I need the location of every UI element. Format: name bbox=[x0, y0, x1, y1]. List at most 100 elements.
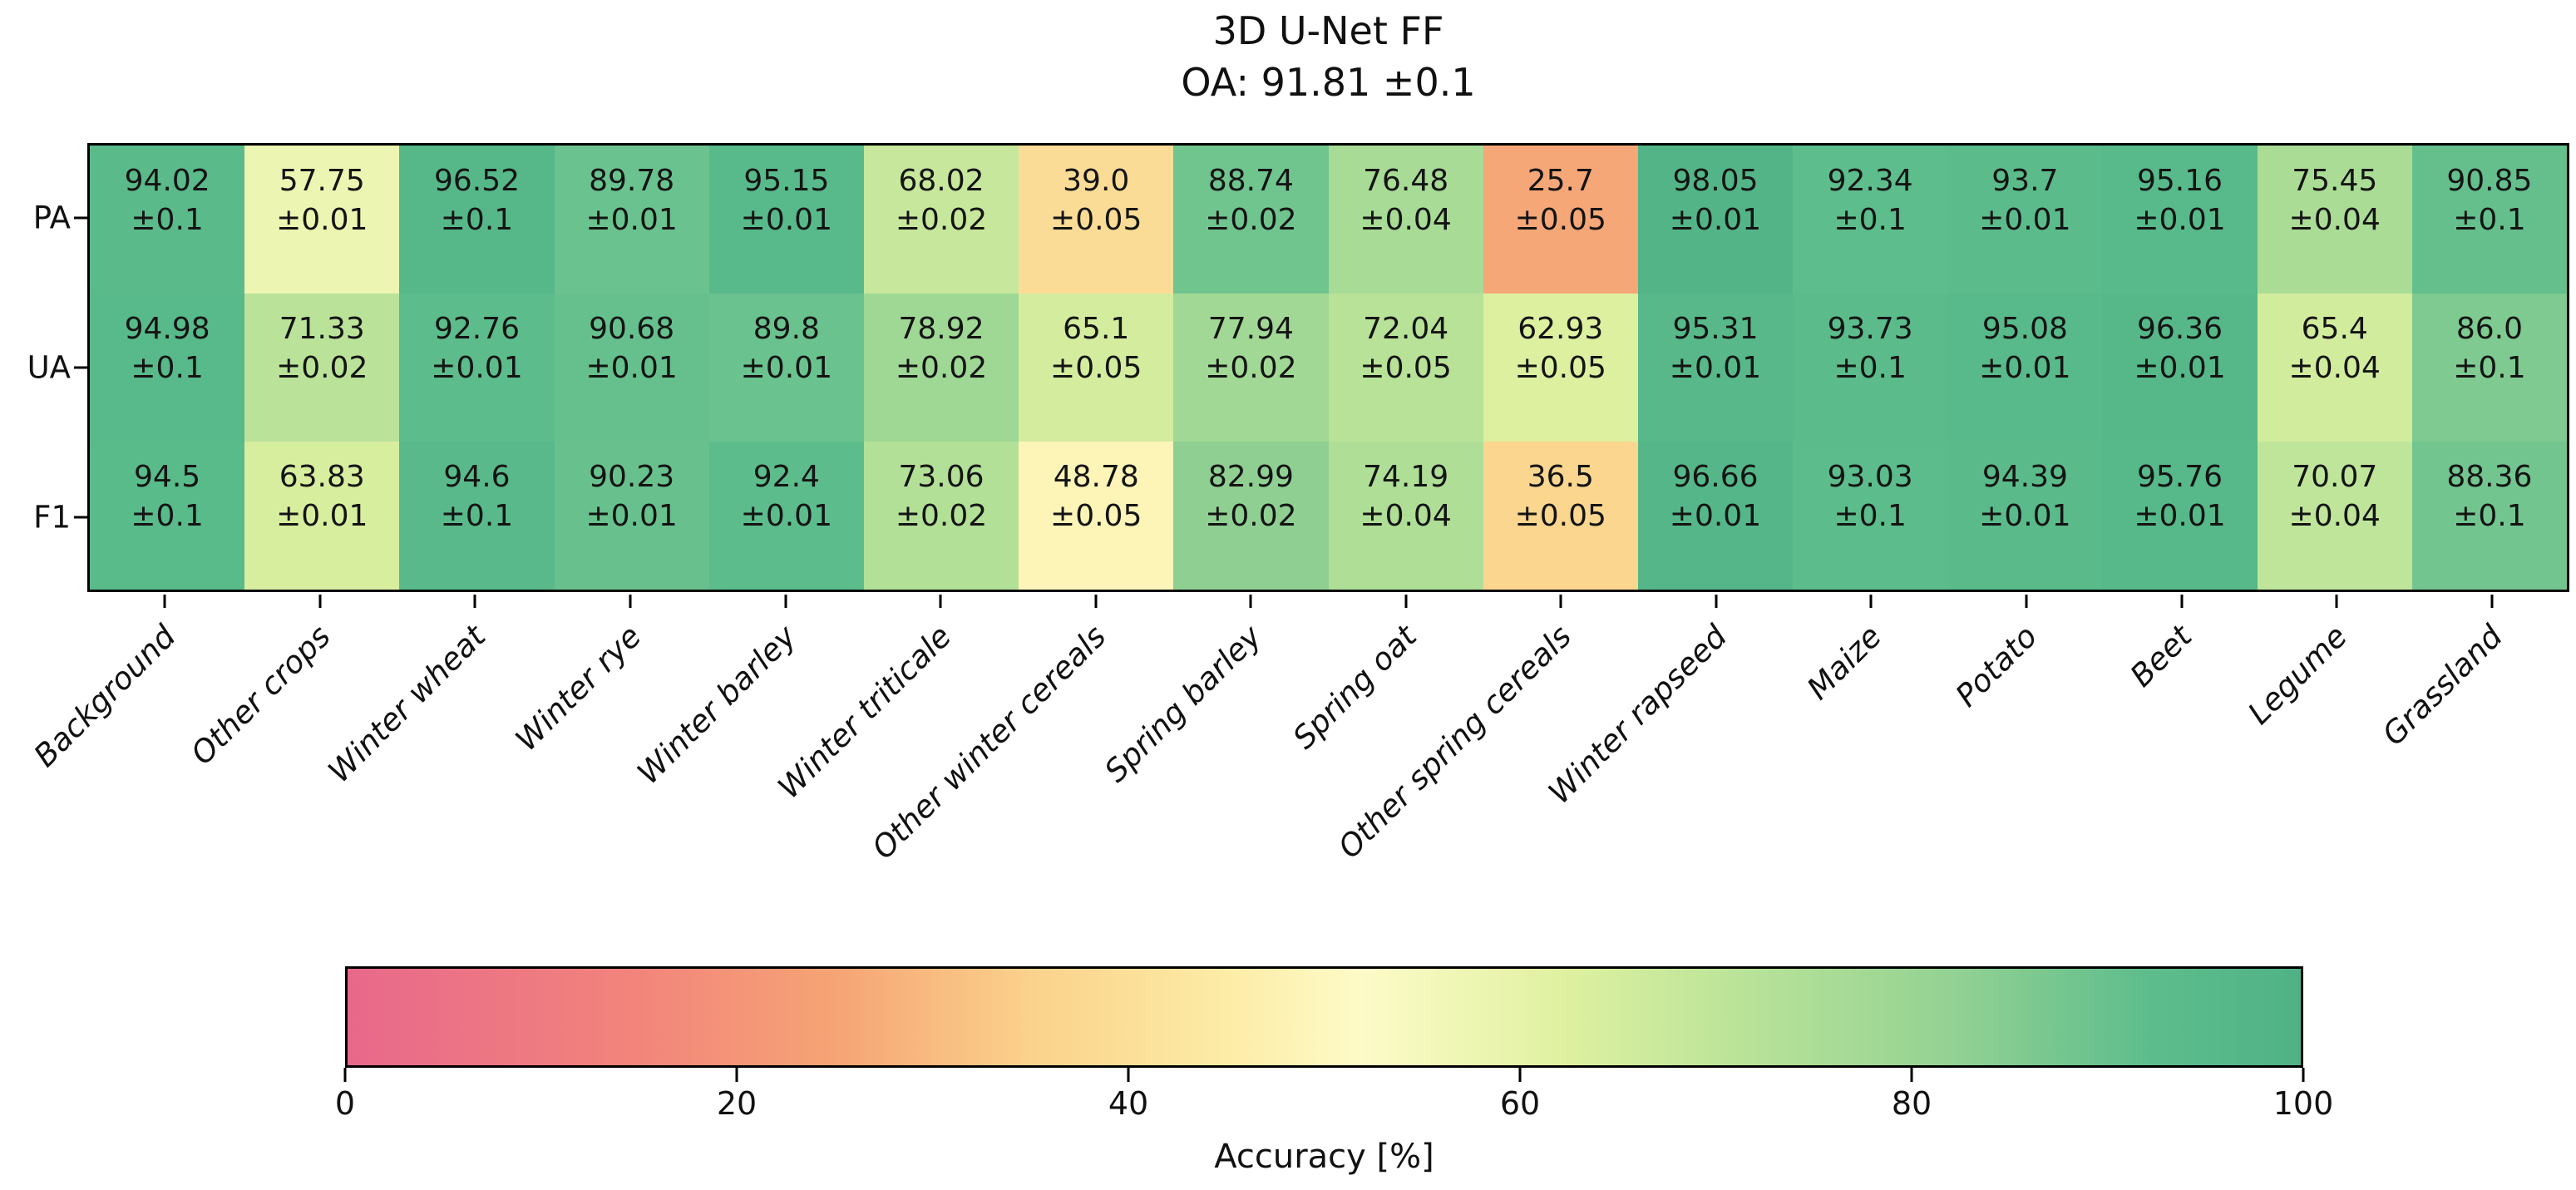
cell-error: ±0.02 bbox=[276, 351, 368, 385]
cell-error: ±0.01 bbox=[1979, 203, 2071, 237]
cell-value: 95.15 bbox=[743, 164, 830, 198]
cell-error: ±0.1 bbox=[2453, 499, 2526, 533]
x-tick-mark bbox=[1715, 595, 1718, 608]
heatmap-cell: 82.99 ±0.02 bbox=[1173, 442, 1329, 590]
cell-error: ±0.05 bbox=[1050, 499, 1142, 533]
cell-error: ±0.01 bbox=[585, 499, 678, 533]
cell-error: ±0.01 bbox=[740, 499, 832, 533]
row-label: UA bbox=[27, 349, 71, 386]
cell-error: ±0.01 bbox=[740, 203, 832, 237]
cell-value: 76.48 bbox=[1363, 164, 1449, 198]
cell-value: 95.16 bbox=[2137, 164, 2223, 198]
colorbar-tick-mark bbox=[2302, 1068, 2305, 1082]
cell-error: ±0.04 bbox=[2288, 203, 2381, 237]
cell-value: 94.39 bbox=[1981, 460, 2068, 494]
cell-error: ±0.01 bbox=[1979, 499, 2071, 533]
colorbar-gradient bbox=[345, 966, 2303, 1068]
heatmap-cell: 94.6 ±0.1 bbox=[399, 442, 555, 590]
heatmap-cell: 94.02 ±0.1 bbox=[90, 146, 245, 294]
cell-error: ±0.02 bbox=[1205, 203, 1297, 237]
heatmap-cell: 39.0 ±0.05 bbox=[1019, 146, 1174, 294]
cell-error: ±0.01 bbox=[276, 499, 368, 533]
cell-error: ±0.05 bbox=[1514, 499, 1606, 533]
x-tick-mark bbox=[1559, 595, 1562, 608]
heatmap-grid: 94.02 ±0.1 57.75 ±0.01 96.52 ±0.1 89.78 ±0.01 95… bbox=[87, 143, 2569, 592]
cell-value: 92.76 bbox=[433, 312, 520, 346]
cell-error: ±0.01 bbox=[2134, 351, 2226, 385]
heatmap-cell: 96.36 ±0.01 bbox=[2102, 294, 2258, 442]
heatmap-cell: 89.78 ±0.01 bbox=[554, 146, 709, 294]
cell-error: ±0.05 bbox=[1050, 203, 1142, 237]
heatmap-cell: 63.83 ±0.01 bbox=[244, 442, 400, 590]
heatmap-cell: 36.5 ±0.05 bbox=[1483, 442, 1638, 590]
heatmap-cell: 96.52 ±0.1 bbox=[399, 146, 555, 294]
cell-value: 25.7 bbox=[1527, 164, 1594, 198]
cell-value: 93.73 bbox=[1827, 312, 1913, 346]
cell-value: 94.02 bbox=[124, 164, 210, 198]
heatmap-cell: 90.23 ±0.01 bbox=[554, 442, 709, 590]
heatmap-cell: 95.08 ±0.01 bbox=[1947, 294, 2103, 442]
cell-error: ±0.04 bbox=[1360, 499, 1452, 533]
cell-value: 88.36 bbox=[2446, 460, 2533, 494]
cell-error: ±0.02 bbox=[895, 499, 988, 533]
cell-value: 95.76 bbox=[2137, 460, 2223, 494]
cell-error: ±0.1 bbox=[131, 499, 204, 533]
cell-error: ±0.01 bbox=[431, 351, 523, 385]
cell-error: ±0.02 bbox=[1205, 499, 1297, 533]
cell-error: ±0.1 bbox=[131, 203, 204, 237]
heatmap-cell: 48.78 ±0.05 bbox=[1019, 442, 1174, 590]
x-tick-mark bbox=[1094, 595, 1098, 608]
cell-value: 96.36 bbox=[2137, 312, 2223, 346]
cell-value: 77.94 bbox=[1207, 312, 1294, 346]
x-tick-mark bbox=[784, 595, 787, 608]
x-tick-mark bbox=[318, 595, 322, 608]
x-tick-mark bbox=[163, 595, 166, 608]
heatmap-cell: 98.05 ±0.01 bbox=[1637, 146, 1794, 294]
cell-error: ±0.1 bbox=[2453, 203, 2526, 237]
heatmap-cell: 74.19 ±0.04 bbox=[1328, 442, 1483, 590]
heatmap-cell: 95.15 ±0.01 bbox=[708, 146, 864, 294]
cell-error: ±0.04 bbox=[1360, 203, 1452, 237]
cell-error: ±0.01 bbox=[1669, 203, 1762, 237]
cell-value: 98.05 bbox=[1672, 164, 1759, 198]
heatmap-cell: 96.66 ±0.01 bbox=[1637, 442, 1794, 590]
heatmap-cell: 62.93 ±0.05 bbox=[1483, 294, 1638, 442]
x-tick-mark bbox=[1249, 595, 1252, 608]
cell-error: ±0.02 bbox=[895, 203, 988, 237]
colorbar-tick-label: 80 bbox=[1891, 1085, 1932, 1122]
cell-value: 65.1 bbox=[1063, 312, 1130, 346]
cell-value: 75.45 bbox=[2292, 164, 2378, 198]
heatmap-cell: 95.76 ±0.01 bbox=[2102, 442, 2258, 590]
colorbar-tick-label: 20 bbox=[716, 1085, 758, 1122]
cell-value: 74.19 bbox=[1363, 460, 1449, 494]
heatmap-cell: 92.76 ±0.01 bbox=[399, 294, 555, 442]
category-label: Beet bbox=[2123, 618, 2199, 694]
cell-value: 94.98 bbox=[124, 312, 210, 346]
colorbar-tick-mark bbox=[1518, 1068, 1522, 1082]
heatmap-cell: 95.31 ±0.01 bbox=[1637, 294, 1794, 442]
heatmap-cell: 90.85 ±0.1 bbox=[2411, 146, 2567, 294]
x-tick-mark bbox=[939, 595, 942, 608]
cell-value: 96.66 bbox=[1672, 460, 1759, 494]
heatmap-cell: 65.4 ±0.04 bbox=[2257, 294, 2412, 442]
cell-value: 82.99 bbox=[1207, 460, 1294, 494]
heatmap-cell: 89.8 ±0.01 bbox=[708, 294, 864, 442]
cell-error: ±0.1 bbox=[1833, 203, 1907, 237]
cell-error: ±0.01 bbox=[276, 203, 368, 237]
cell-error: ±0.05 bbox=[1360, 351, 1452, 385]
x-tick-mark bbox=[1404, 595, 1408, 608]
row-label: PA bbox=[32, 200, 71, 236]
heatmap-cell: 70.07 ±0.04 bbox=[2257, 442, 2412, 590]
cell-error: ±0.1 bbox=[131, 351, 204, 385]
cell-value: 94.6 bbox=[443, 460, 511, 494]
heatmap-cell: 72.04 ±0.05 bbox=[1328, 294, 1483, 442]
category-label: Potato bbox=[1948, 618, 2045, 714]
cell-value: 39.0 bbox=[1063, 164, 1130, 198]
cell-value: 90.85 bbox=[2446, 164, 2533, 198]
cell-value: 62.93 bbox=[1517, 312, 1604, 346]
chart-subtitle: OA: 91.81 ±0.1 bbox=[1181, 60, 1476, 105]
heatmap-cell: 94.98 ±0.1 bbox=[90, 294, 245, 442]
y-tick-mark bbox=[74, 216, 87, 220]
cell-value: 71.33 bbox=[279, 312, 365, 346]
heatmap-cell: 95.16 ±0.01 bbox=[2102, 146, 2258, 294]
